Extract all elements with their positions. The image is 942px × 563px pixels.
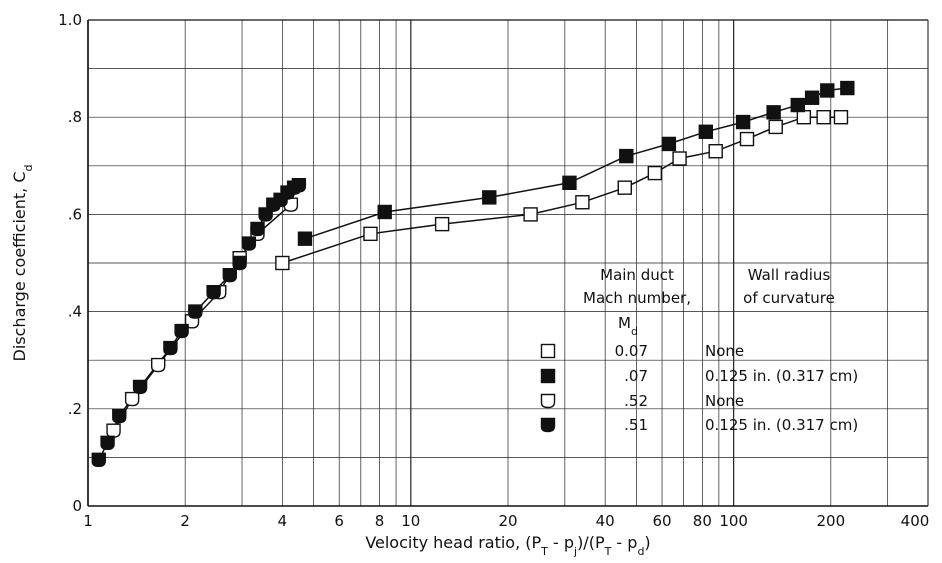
legend-mach-value: .51 bbox=[624, 416, 648, 434]
y-tick-label: .8 bbox=[68, 108, 82, 126]
data-point-open-flag bbox=[106, 423, 121, 438]
data-point-filled-flag bbox=[112, 408, 127, 424]
data-point-filled-square bbox=[735, 114, 751, 130]
data-point-filled-square bbox=[619, 148, 634, 164]
data-point-filled-flag bbox=[222, 267, 238, 283]
data-point-open-square bbox=[672, 151, 687, 166]
data-point-open-square bbox=[796, 109, 812, 125]
data-point-filled-flag bbox=[241, 236, 257, 251]
x-tick-label: 6 bbox=[334, 512, 344, 530]
y-tick-label: .6 bbox=[68, 205, 82, 223]
x-tick-label: 10 bbox=[401, 512, 420, 530]
legend-marker-filled-flag bbox=[540, 417, 556, 433]
data-point-open-square bbox=[275, 255, 290, 271]
x-tick-label: 100 bbox=[719, 512, 748, 530]
legend-curvature-value: 0.125 in. (0.317 cm) bbox=[705, 367, 858, 385]
data-point-filled-square bbox=[377, 204, 392, 220]
data-point-filled-flag bbox=[91, 452, 106, 468]
data-point-filled-flag bbox=[132, 379, 148, 395]
data-point-filled-flag bbox=[188, 304, 203, 319]
legend-curvature-value: None bbox=[705, 342, 744, 360]
legend-curvature-value: None bbox=[705, 392, 744, 410]
y-tick-label: .2 bbox=[68, 400, 82, 418]
y-tick-label: 0 bbox=[72, 497, 82, 515]
data-point-filled-flag bbox=[232, 255, 247, 271]
data-point-filled-flag bbox=[291, 178, 307, 193]
data-point-open-flag bbox=[124, 391, 140, 407]
x-tick-label: 1 bbox=[83, 512, 93, 530]
x-tick-label: 80 bbox=[693, 512, 712, 530]
legend-marker-filled-square bbox=[540, 368, 556, 384]
data-point-filled-square bbox=[804, 90, 820, 105]
legend-marker-open-square bbox=[540, 343, 556, 359]
x-tick-label: 40 bbox=[596, 512, 615, 530]
data-point-open-square bbox=[363, 226, 378, 242]
legend-curvature-value: 0.125 in. (0.317 cm) bbox=[705, 416, 858, 434]
data-point-filled-flag bbox=[258, 207, 273, 222]
series-points bbox=[91, 80, 855, 468]
data-point-filled-flag bbox=[250, 221, 265, 237]
x-tick-label: 4 bbox=[278, 512, 288, 530]
x-tick-label: 200 bbox=[817, 512, 846, 530]
data-point-open-flag bbox=[151, 357, 166, 373]
data-point-open-square bbox=[708, 144, 723, 159]
x-axis-title: Velocity head ratio, (PT - pj)/(PT - pd) bbox=[365, 533, 650, 558]
x-tick-label: 20 bbox=[498, 512, 517, 530]
legend-marker-open-flag bbox=[540, 393, 556, 409]
legend-mach-value: .07 bbox=[624, 367, 648, 385]
legend-header-mach: Md bbox=[618, 314, 638, 338]
x-tick-label: 400 bbox=[901, 512, 930, 530]
y-tick-label: .4 bbox=[68, 303, 82, 321]
data-point-filled-square bbox=[840, 80, 855, 96]
legend-header-mach: Main duct bbox=[600, 266, 674, 284]
data-point-open-square bbox=[647, 165, 663, 181]
data-point-filled-square bbox=[562, 175, 577, 191]
data-point-filled-flag bbox=[206, 284, 221, 300]
x-tick-label: 2 bbox=[180, 512, 190, 530]
series-line bbox=[282, 116, 841, 264]
data-point-open-square bbox=[575, 195, 590, 210]
x-tick-label: 60 bbox=[652, 512, 671, 530]
y-axis-title: Discharge coefficient, Cd bbox=[10, 165, 35, 362]
tick-labels: 1 2 4 6 8 10 20 40 60 80 100 200 400 0 .2 .4 .6 .8 1.0 Velo… bbox=[10, 11, 929, 558]
data-point-filled-square bbox=[482, 190, 497, 205]
legend-header-curvature: of curvature bbox=[743, 289, 835, 307]
data-point-filled-square bbox=[820, 83, 835, 98]
data-point-open-square bbox=[617, 180, 632, 195]
legend-mach-value: 0.07 bbox=[615, 342, 648, 360]
legend: Main duct Mach number, Md Wall radius of cur… bbox=[540, 266, 858, 434]
data-point-filled-flag bbox=[174, 323, 189, 339]
legend-header-curvature: Wall radius bbox=[748, 266, 831, 284]
data-point-open-square bbox=[768, 119, 783, 135]
data-point-open-square bbox=[816, 109, 831, 125]
data-point-filled-flag bbox=[100, 435, 115, 451]
y-tick-label: 1.0 bbox=[58, 11, 82, 29]
data-point-filled-flag bbox=[163, 340, 178, 356]
data-point-filled-square bbox=[661, 136, 677, 152]
data-point-filled-square bbox=[790, 97, 805, 113]
x-tick-label: 8 bbox=[375, 512, 385, 530]
legend-mach-value: .52 bbox=[624, 392, 648, 410]
legend-header-mach: Mach number, bbox=[583, 289, 691, 307]
data-point-filled-square bbox=[297, 231, 313, 246]
data-point-open-square bbox=[434, 216, 450, 232]
data-point-filled-square bbox=[766, 105, 781, 120]
data-point-open-square bbox=[739, 131, 755, 147]
axes bbox=[87, 19, 929, 507]
data-point-open-square bbox=[833, 109, 849, 125]
data-point-filled-square bbox=[698, 124, 714, 139]
data-point-open-square bbox=[523, 207, 538, 222]
series-line bbox=[112, 204, 292, 432]
